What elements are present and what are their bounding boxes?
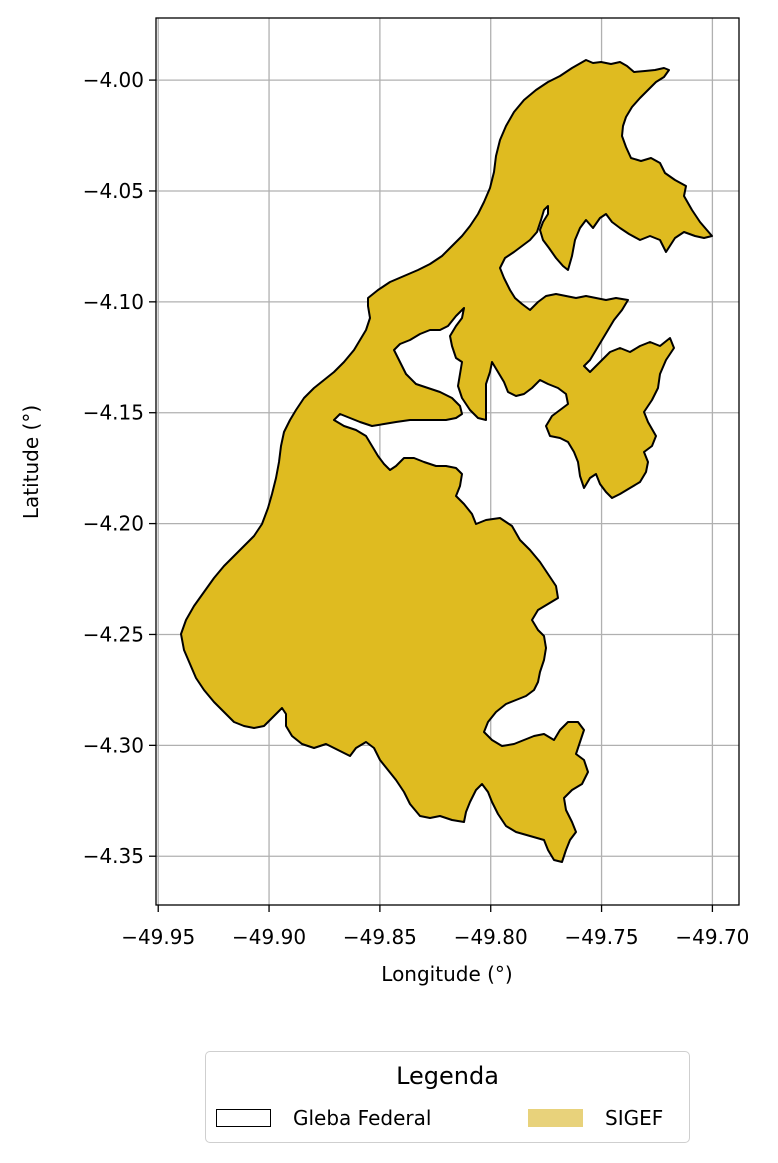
gleba-sigef-polygon: [180, 59, 713, 863]
y-tick-label: −4.20: [83, 512, 144, 536]
map-figure: −49.95 −49.90 −49.85 −49.80 −49.75 −49.70 −4.0…: [19, 17, 750, 986]
legend-label-gleba-federal: Gleba Federal: [293, 1106, 432, 1130]
y-axis-label: Latitude (°): [19, 405, 43, 519]
sigef-swatch: [528, 1109, 583, 1127]
legend-title: Legenda: [396, 1062, 499, 1090]
x-axis-label: Longitude (°): [381, 962, 512, 986]
axis-ticks: −49.95 −49.90 −49.85 −49.80 −49.75 −49.70 −4.0…: [83, 68, 750, 949]
legend-item-gleba-federal: Gleba Federal: [216, 1104, 431, 1132]
x-tick-label: −49.90: [232, 925, 306, 949]
y-tick-label: −4.10: [83, 290, 144, 314]
x-tick-label: −49.80: [454, 925, 528, 949]
x-tick-label: −49.85: [343, 925, 417, 949]
x-tick-label: −49.75: [565, 925, 639, 949]
y-tick-label: −4.15: [83, 401, 144, 425]
plot-frame: [155, 17, 740, 906]
legend-item-sigef: SIGEF: [528, 1104, 663, 1132]
x-tick-label: −49.95: [121, 925, 195, 949]
y-tick-label: −4.05: [83, 179, 144, 203]
y-tick-label: −4.00: [83, 68, 144, 92]
legend: Legenda Gleba Federal SIGEF: [205, 1051, 690, 1143]
legend-label-sigef: SIGEF: [605, 1106, 664, 1130]
gleba-federal-swatch: [216, 1109, 271, 1127]
x-tick-label: −49.70: [675, 925, 749, 949]
y-tick-label: −4.30: [83, 733, 144, 757]
y-tick-label: −4.25: [83, 622, 144, 646]
y-tick-label: −4.35: [83, 844, 144, 868]
